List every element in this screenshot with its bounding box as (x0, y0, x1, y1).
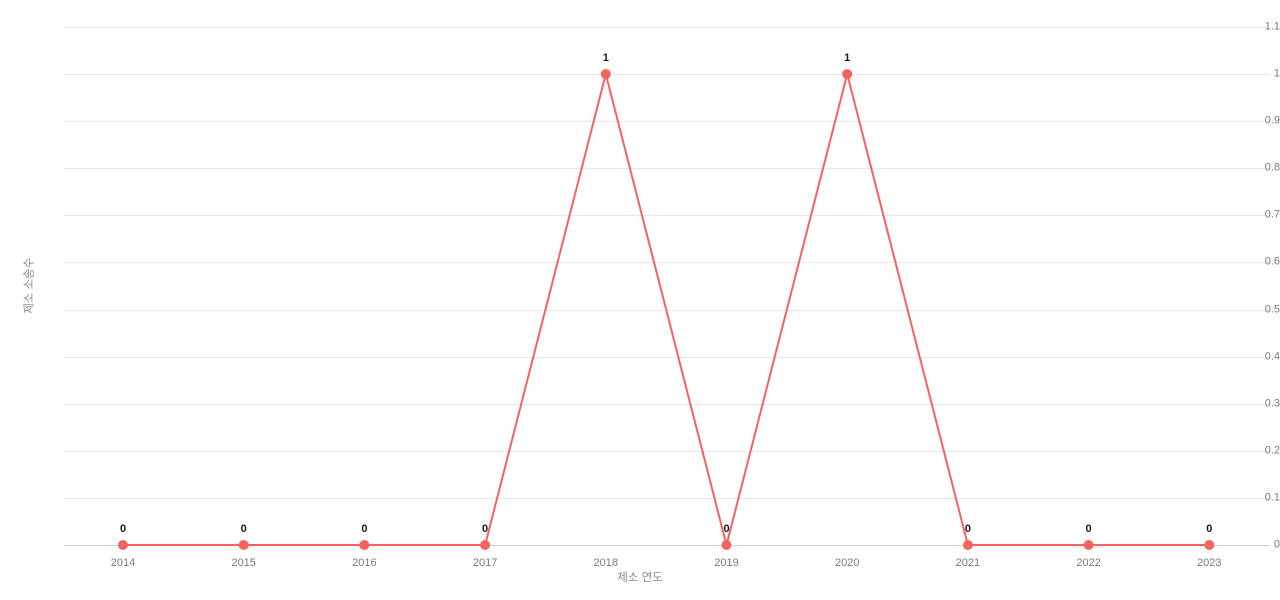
gridline (64, 356, 1270, 358)
series-marker-group (118, 69, 1215, 550)
y-axis-tick-label: 1.1 (1264, 20, 1280, 33)
y-axis-tick-label: 0 (1273, 538, 1280, 551)
x-axis-tick-label: 2022 (1076, 557, 1101, 569)
x-axis-title: 제소 연도 (617, 572, 663, 584)
x-axis-tick-label: 2021 (955, 557, 981, 569)
y-axis-tick-label: 0.5 (1264, 303, 1280, 316)
gridline (64, 121, 1270, 123)
data-point-label: 0 (964, 523, 971, 535)
data-point-label: 0 (361, 523, 368, 535)
y-axis-tick-label: 0.4 (1264, 350, 1280, 363)
series-data-point[interactable] (842, 69, 853, 80)
gridline (64, 168, 1270, 170)
gridline (64, 497, 1270, 499)
gridline (64, 262, 1270, 264)
series-data-point[interactable] (480, 540, 491, 550)
gridline (64, 450, 1270, 452)
x-axis-tick-label: 2020 (834, 557, 860, 569)
x-axis-tick-label: 2016 (352, 557, 377, 569)
series-line-path (123, 73, 1210, 546)
gridline (64, 27, 1270, 28)
gridline (64, 74, 1270, 76)
series-data-point[interactable] (1204, 540, 1215, 550)
gridline (64, 215, 1270, 217)
series-data-point[interactable] (1083, 540, 1094, 550)
data-point-label: 0 (119, 523, 127, 535)
gridline (64, 403, 1270, 405)
x-axis-tick-label: 2014 (110, 557, 136, 569)
series-data-point[interactable] (600, 69, 611, 80)
zero-axis-line (64, 545, 1270, 546)
data-point-label: 1 (844, 52, 851, 65)
y-axis-tick-label: 0.2 (1264, 444, 1280, 457)
y-axis-title: 제소 소송수 (23, 257, 36, 314)
data-point-label: 0 (240, 523, 247, 535)
series-data-point[interactable] (721, 540, 732, 550)
y-axis-tick-label: 0.1 (1264, 491, 1280, 504)
y-axis-tick-label: 1 (1273, 67, 1280, 80)
data-point-label: 1 (602, 52, 609, 65)
series-data-point[interactable] (359, 540, 370, 550)
data-point-label: 0 (1085, 523, 1092, 535)
data-point-label: 0 (1206, 523, 1213, 535)
y-axis-tick-label: 0.8 (1264, 161, 1280, 174)
data-point-label: 0 (723, 523, 730, 535)
x-axis-tick-label: 2019 (714, 557, 739, 569)
x-axis-tick-label: 2017 (472, 557, 498, 569)
x-axis-tick-label: 2018 (593, 557, 619, 569)
series-data-point[interactable] (238, 540, 249, 550)
y-axis-tick-label: 0.3 (1264, 397, 1280, 410)
y-axis-tick-label: 0.6 (1264, 255, 1280, 268)
y-axis-tick-label: 0.9 (1264, 114, 1280, 127)
x-axis-tick-label: 2023 (1197, 557, 1222, 569)
data-point-label: 0 (482, 523, 489, 535)
x-axis-tick-label: 2015 (231, 557, 256, 569)
series-data-point[interactable] (118, 540, 128, 550)
y-axis-tick-label: 0.7 (1264, 208, 1280, 221)
series-data-point[interactable] (962, 540, 973, 550)
